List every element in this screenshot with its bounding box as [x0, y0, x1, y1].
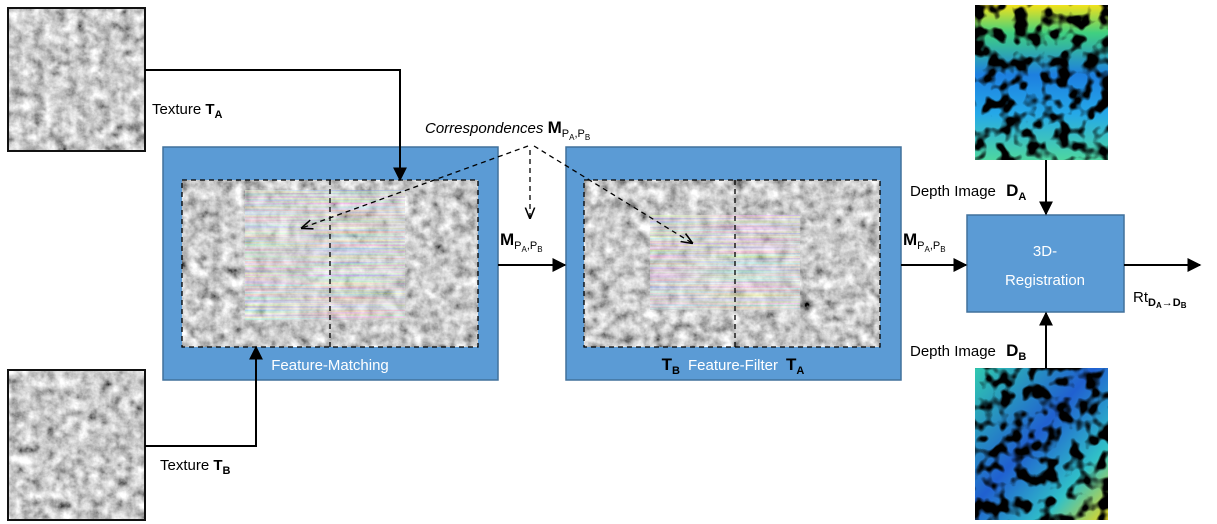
symbol: D	[1006, 341, 1018, 360]
correspondences-label: Correspondences MPA,PB	[425, 118, 590, 142]
depth-a-label: Depth Image DA	[910, 181, 1026, 203]
subscript: D	[1173, 297, 1181, 309]
subscript: B	[1181, 301, 1187, 310]
symbol: Rt	[1133, 289, 1149, 306]
texture-b-label: Texture TB	[160, 457, 231, 477]
subscript: P	[933, 240, 940, 252]
symbol: T	[205, 101, 214, 118]
texture-image-a	[8, 8, 145, 151]
feature-matching-label: Feature-Matching	[271, 357, 389, 374]
subscript: P	[514, 240, 521, 252]
label: Correspondences	[425, 120, 544, 137]
diagram: Texture TA Texture TB Correspondences MP…	[0, 0, 1217, 524]
subscript: A	[215, 109, 223, 121]
subscript: A	[796, 365, 804, 377]
label: Feature-Filter	[688, 357, 778, 374]
label: Texture	[160, 457, 209, 474]
subscript: P	[530, 240, 537, 252]
symbol: D	[1006, 181, 1018, 200]
symbol: M	[500, 230, 514, 249]
label: Depth Image	[910, 183, 996, 200]
subscript: B	[940, 245, 945, 254]
label: Depth Image	[910, 343, 996, 360]
subscript: P	[562, 128, 569, 140]
subscript: →	[1162, 297, 1173, 309]
subscript: B	[537, 245, 542, 254]
subscript: D	[1148, 297, 1156, 309]
registration-label: 3D-	[1033, 243, 1057, 260]
symbol: M	[903, 230, 917, 249]
texture-image-b	[8, 370, 145, 520]
symbol: T	[786, 355, 797, 374]
registration-box	[967, 215, 1124, 312]
subscript: A	[1018, 191, 1026, 203]
subscript: B	[672, 365, 680, 377]
subscript: B	[585, 133, 590, 142]
matches-label: MPA,PB	[500, 230, 543, 254]
symbol: T	[213, 457, 222, 474]
subscript: B	[223, 465, 231, 477]
depth-b-label: Depth Image DB	[910, 341, 1026, 363]
matches-label: MPA,PB	[903, 230, 946, 254]
symbol: M	[548, 118, 562, 137]
registration-label: Registration	[1005, 272, 1085, 289]
subscript: P	[578, 128, 585, 140]
texture-a-label: Texture TA	[152, 101, 223, 121]
subscript: P	[917, 240, 924, 252]
subscript: B	[1018, 351, 1026, 363]
output-label: RtDA→DB	[1133, 289, 1187, 310]
symbol: T	[662, 355, 673, 374]
label: Texture	[152, 101, 201, 118]
